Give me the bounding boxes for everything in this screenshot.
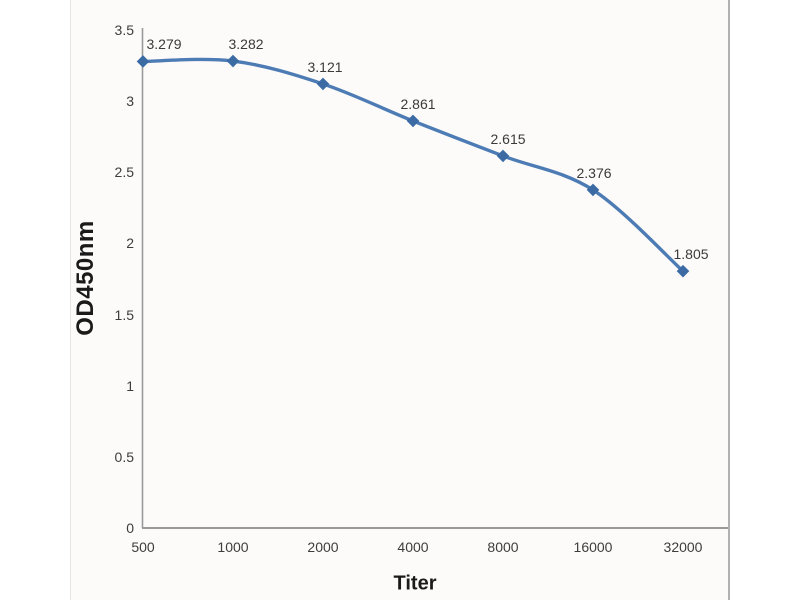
data-point-label: 2.376 [576,164,612,181]
data-point-label: 1.805 [673,246,709,263]
data-point-marker [586,183,600,197]
x-tick-label: 4000 [397,539,429,555]
data-point-marker [406,114,420,128]
x-tick-label: 500 [131,539,155,555]
y-tick-label: 2.5 [114,164,134,181]
data-point-label: 3.282 [228,36,264,53]
data-point-label: 2.861 [400,95,436,112]
data-point-marker [496,149,510,163]
y-tick-label: 3 [126,93,134,110]
x-axis-title: Titer [393,572,437,595]
data-point-marker [226,54,240,68]
y-tick-label: 1.5 [114,306,134,323]
data-point-marker [316,77,330,91]
data-point-marker [676,264,690,278]
y-tick-label: 0 [126,520,134,536]
x-tick-label: 16000 [573,539,613,555]
data-point-marker [136,55,150,68]
x-tick-label: 2000 [307,539,339,555]
x-tick-label: 8000 [487,539,519,555]
chart-panel [70,0,730,600]
y-axis-title: OD450nm [72,220,99,336]
y-tick-label: 0.5 [114,448,134,465]
data-point-label: 2.615 [490,130,526,147]
y-tick-label: 2 [126,235,134,252]
x-tick-label: 32000 [663,539,703,555]
y-tick-label: 3.5 [114,22,134,38]
data-point-label: 3.121 [307,58,343,75]
x-tick-label: 1000 [217,539,249,555]
data-point-label: 3.279 [146,36,182,53]
y-tick-label: 1 [126,377,134,394]
